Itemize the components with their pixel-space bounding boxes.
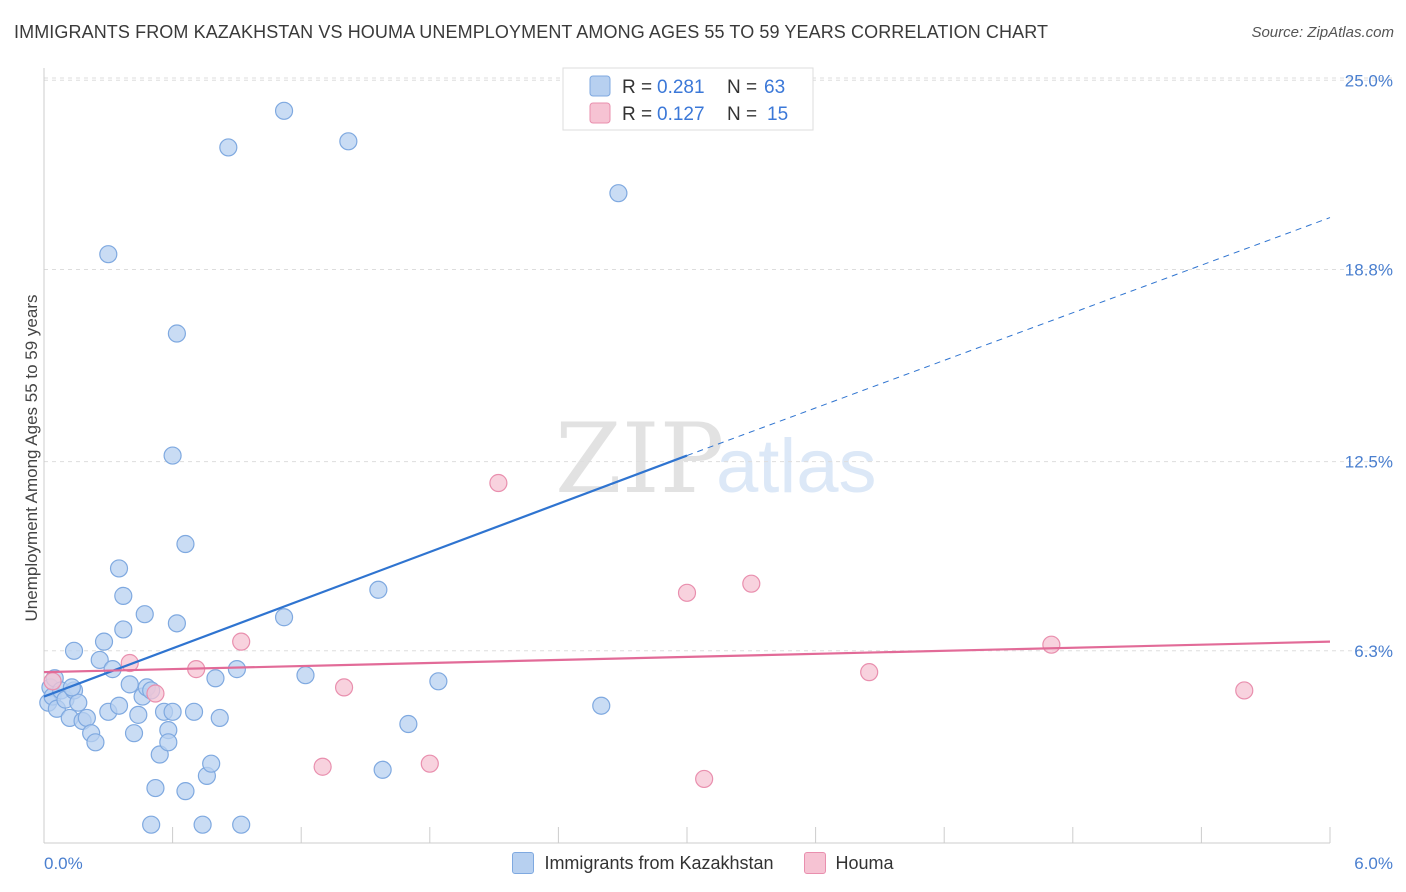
y-tick-label-3: 25.0% (1345, 71, 1393, 90)
immigrants-point-38 (210, 708, 229, 728)
immigrants-point-55 (167, 324, 186, 343)
y-tick-label-1: 12.5% (1345, 453, 1393, 472)
immigrants-point-47 (62, 678, 81, 697)
trend-lines (43, 217, 1331, 698)
legend-swatch-blue (589, 75, 611, 97)
chart-title: IMMIGRANTS FROM KAZAKHSTAN VS HOUMA UNEM… (14, 22, 1049, 42)
legend-label-houma: Houma (835, 852, 894, 873)
y-tick-label-2: 18.8% (1345, 260, 1393, 279)
houma-point-9 (677, 583, 697, 602)
legend-r-value-2: 0.127 (657, 104, 705, 125)
grid-lines (44, 77, 1395, 652)
tick-labels: 6.3% 12.5% 18.8% 25.0% 0.0% 6.0% (44, 71, 1393, 873)
watermark-zip: ZIP (555, 403, 724, 515)
immigrants-point-40 (274, 608, 294, 627)
houma-point-6 (334, 678, 354, 697)
immigrants-point-43 (373, 760, 392, 779)
immigrants-point-61 (232, 815, 251, 834)
houma-point-14 (1235, 681, 1254, 700)
immigrants-point-57 (274, 101, 294, 120)
trend-line-immigrants-extension (686, 217, 1331, 457)
immigrants-point-30 (163, 702, 182, 721)
immigrants-point-54 (163, 446, 182, 465)
x-tick-label-0: 0.0% (44, 854, 83, 873)
legend-top: R = 0.281 N = 63 R = 0.127 N = 15 (562, 67, 814, 131)
immigrants-point-37 (206, 669, 225, 688)
immigrants-point-14 (90, 650, 109, 670)
houma-point-0 (43, 672, 62, 691)
immigrants-point-26 (146, 778, 165, 798)
immigrants-point-48 (109, 559, 129, 578)
immigrants-point-44 (399, 714, 418, 734)
immigrants-point-20 (120, 675, 139, 694)
trend-line-houma (43, 640, 1331, 674)
x-tick-label-1: 6.0% (1354, 854, 1393, 873)
source-credit: Source: ZipAtlas.com (1251, 24, 1394, 41)
immigrants-point-33 (184, 702, 204, 721)
immigrants-point-18 (109, 696, 129, 715)
immigrants-point-11 (77, 708, 96, 728)
immigrants-point-60 (142, 815, 161, 834)
legend-bottom: Immigrants from Kazakhstan Houma (0, 852, 1406, 874)
legend-r-label-1: R = (622, 77, 652, 98)
immigrants-point-49 (135, 605, 154, 624)
immigrants-point-50 (159, 733, 178, 752)
immigrants-point-46 (592, 696, 611, 715)
houma-point-4 (232, 632, 251, 651)
houma-point-10 (695, 769, 714, 789)
immigrants-point-56 (219, 138, 238, 157)
watermark-atlas: atlas (716, 424, 877, 509)
legend-n-label-1: N = (727, 77, 757, 98)
houma-point-11 (742, 574, 761, 593)
legend-item-houma: Houma (803, 852, 894, 874)
immigrants-point-52 (114, 586, 133, 605)
immigrants-point-22 (129, 705, 148, 724)
immigrants-point-36 (202, 754, 221, 773)
houma-point-12 (860, 663, 879, 682)
immigrants-point-42 (369, 580, 388, 599)
immigrants-point-62 (64, 641, 84, 660)
houma-point-2 (146, 684, 165, 703)
legend-label-immigrants: Immigrants from Kazakhstan (544, 852, 774, 873)
y-axis-label: Unemployment Among Ages 55 to 59 years (22, 295, 41, 622)
houma-point-13 (1042, 635, 1061, 654)
immigrants-point-31 (167, 614, 186, 633)
houma-point-5 (313, 757, 332, 776)
houma-point-1 (120, 653, 139, 673)
immigrants-point-39 (227, 660, 246, 679)
immigrants-point-45 (429, 672, 448, 691)
immigrants-point-51 (176, 534, 195, 554)
legend-swatch-houma (803, 852, 826, 874)
houma-point-7 (420, 754, 439, 773)
axes (43, 68, 1331, 844)
immigrants-point-21 (124, 724, 144, 743)
houma-point-8 (489, 473, 508, 493)
immigrants-point-19 (114, 620, 133, 639)
immigrants-point-32 (176, 782, 195, 801)
legend-item-immigrants: Immigrants from Kazakhstan (512, 852, 774, 874)
legend-n-value-1: 63 (764, 77, 785, 98)
legend-swatch-pink (589, 102, 611, 124)
immigrants-point-41 (296, 666, 315, 685)
legend-r-label-2: R = (622, 104, 652, 125)
legend-n-label-2: N = (727, 104, 757, 125)
immigrants-point-13 (86, 733, 105, 752)
immigrants-point-58 (339, 132, 358, 151)
series-houma-points (43, 473, 1254, 789)
legend-swatch-immigrants (512, 852, 535, 874)
legend-n-value-2: 15 (767, 104, 788, 125)
trend-line-immigrants (43, 454, 688, 698)
immigrants-point-34 (193, 815, 212, 834)
immigrants-point-59 (609, 184, 628, 203)
legend-r-value-1: 0.281 (657, 77, 705, 98)
y-tick-label-0: 6.3% (1354, 642, 1393, 661)
series-immigrants-points (39, 101, 628, 834)
immigrants-point-9 (69, 693, 88, 712)
immigrants-point-53 (99, 245, 118, 264)
immigrants-point-15 (94, 632, 114, 651)
